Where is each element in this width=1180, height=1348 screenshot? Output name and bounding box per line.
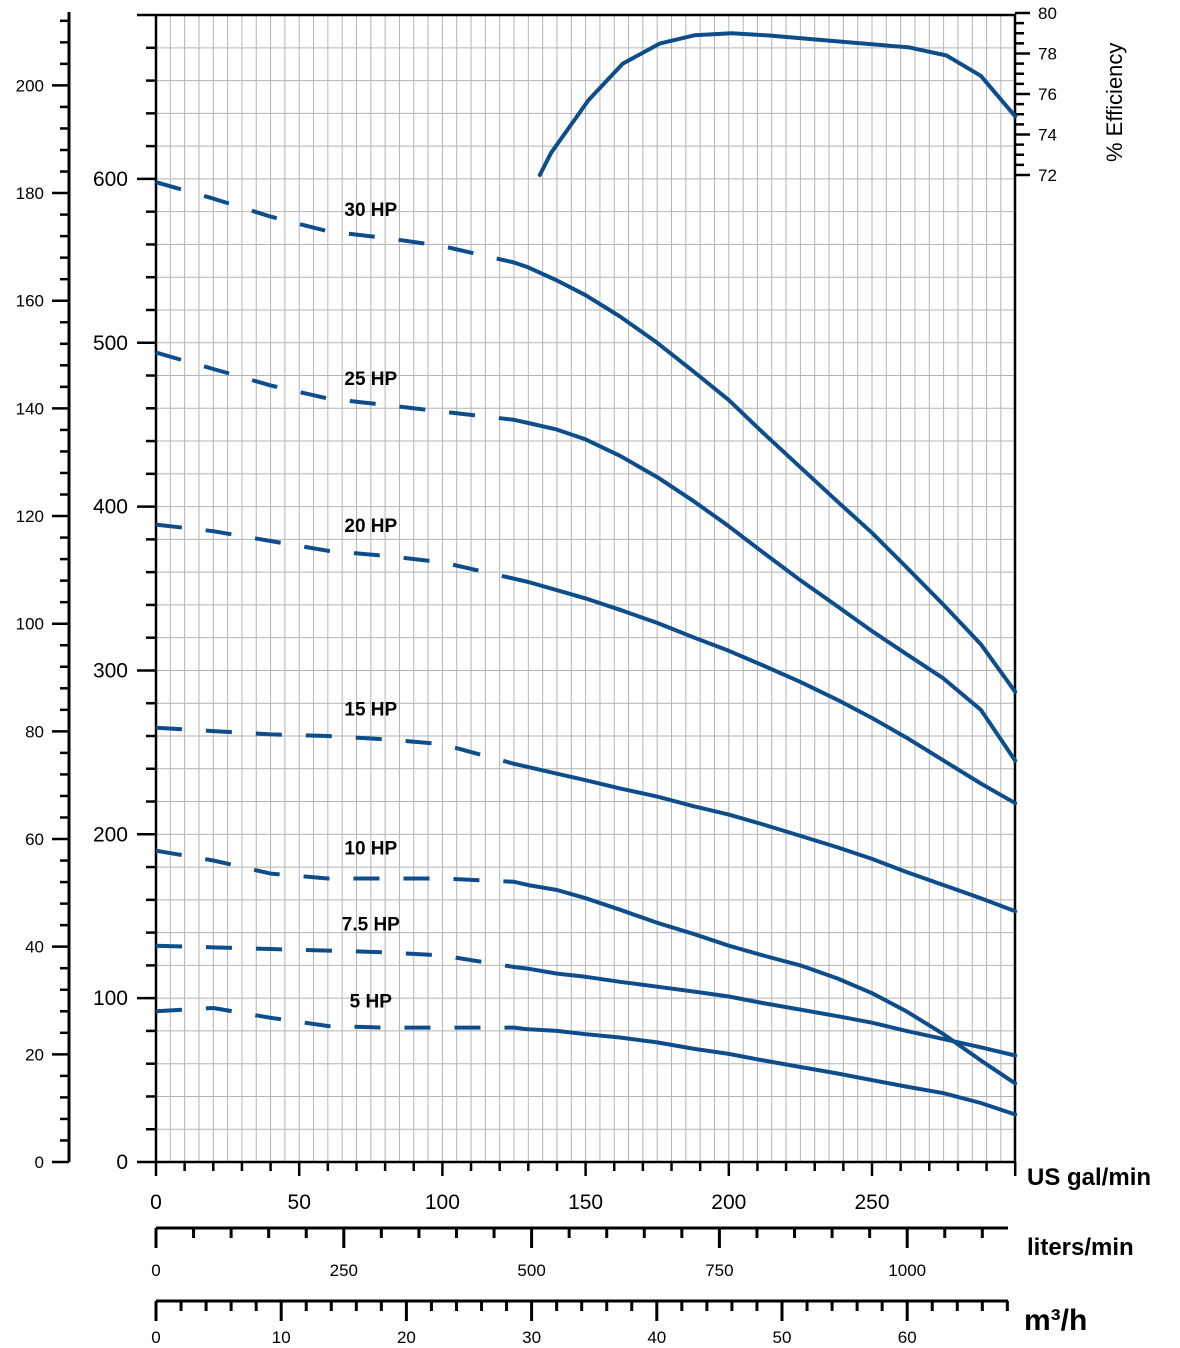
gpm-tick-label: 50: [288, 1191, 311, 1214]
curve-solid-segment: [512, 1025, 1018, 1117]
hp-label: 20 HP: [344, 516, 397, 537]
head-m-tick-label: 140: [16, 399, 44, 418]
liters-tick-label: 0: [151, 1261, 160, 1280]
m3h-unit-label: m³/h: [1024, 1304, 1087, 1337]
m3h-tick-label: 0: [151, 1328, 160, 1347]
curve-dashed-segment: [155, 848, 515, 884]
efficiency-tick-label: 80: [1038, 4, 1057, 23]
hp-label: 7.5 HP: [342, 914, 400, 935]
curve-dashed-segment: [155, 725, 515, 766]
head-m-tick-label: 200: [16, 76, 44, 95]
head-ft-tick-label: 500: [93, 332, 128, 355]
curve-solid-segment: [512, 417, 1018, 763]
axes: [52, 11, 1030, 1321]
m3h-tick-label: 30: [522, 1328, 541, 1347]
head-m-tick-label: 80: [25, 722, 44, 741]
head-ft-tick-label: 0: [116, 1151, 128, 1174]
curve-dashed-segment: [155, 180, 515, 265]
x-unit-label: US gal/min: [1027, 1164, 1151, 1191]
efficiency-tick-label: 72: [1038, 166, 1057, 185]
head-ft-tick-label: 300: [93, 659, 128, 682]
gpm-tick-label: 100: [425, 1191, 460, 1214]
head-m-tick-label: 160: [16, 292, 44, 311]
curve-dashed-segment: [155, 1006, 514, 1030]
efficiency-tick-label: 74: [1038, 126, 1057, 145]
m3h-tick-label: 60: [898, 1328, 917, 1347]
m3h-tick-label: 40: [647, 1328, 666, 1347]
head-m-tick-label: 0: [35, 1153, 44, 1172]
curve-dashed-segment: [155, 522, 515, 581]
curve-solid-segment: [512, 761, 1018, 914]
gpm-tick-label: 0: [150, 1191, 162, 1214]
head-m-tick-label: 40: [25, 938, 44, 957]
curve-dashed-segment: [155, 350, 515, 422]
gpm-tick-label: 200: [711, 1191, 746, 1214]
liters-tick-label: 250: [330, 1261, 358, 1280]
efficiency-tick-label: 76: [1038, 85, 1057, 104]
curve-solid-segment: [512, 260, 1018, 694]
efficiency-tick-label: 78: [1038, 45, 1057, 64]
head-ft-tick-label: 200: [93, 823, 128, 846]
efficiency-curve: [537, 31, 1018, 177]
liters-tick-label: 500: [517, 1261, 545, 1280]
liters-tick-label: 750: [705, 1261, 733, 1280]
head-m-tick-label: 20: [25, 1045, 44, 1064]
curve-solid-segment: [512, 965, 1018, 1058]
head-ft-tick-label: 400: [93, 496, 128, 519]
head-ft-tick-label: 600: [93, 168, 128, 191]
liters-tick-label: 1000: [888, 1261, 926, 1280]
m3h-tick-label: 50: [773, 1328, 792, 1347]
curves: [155, 31, 1018, 1117]
labels: 0204060801001201401601802001002003004005…: [16, 4, 1057, 1347]
gpm-tick-label: 250: [854, 1191, 889, 1214]
liters-unit-label: liters/min: [1027, 1234, 1134, 1261]
m3h-tick-label: 10: [272, 1328, 291, 1347]
curve-dashed-segment: [155, 943, 515, 969]
head-m-tick-label: 60: [25, 830, 44, 849]
hp-label: 5 HP: [350, 992, 393, 1013]
hp-label: 25 HP: [344, 369, 397, 390]
hp-label: 10 HP: [344, 839, 397, 860]
head-m-tick-label: 180: [16, 184, 44, 203]
head-m-tick-label: 120: [16, 507, 44, 526]
m3h-tick-label: 20: [397, 1328, 416, 1347]
hp-label: 30 HP: [344, 200, 397, 221]
curve-solid-segment: [512, 576, 1018, 806]
gpm-tick-label: 150: [568, 1191, 603, 1214]
head-m-tick-label: 100: [16, 615, 44, 634]
curve-solid-segment: [512, 879, 1018, 1086]
hp-label: 15 HP: [344, 699, 397, 720]
head-ft-tick-label: 100: [93, 987, 128, 1010]
grid: [156, 15, 1015, 1162]
efficiency-axis-label: % Efficiency: [1102, 43, 1127, 162]
